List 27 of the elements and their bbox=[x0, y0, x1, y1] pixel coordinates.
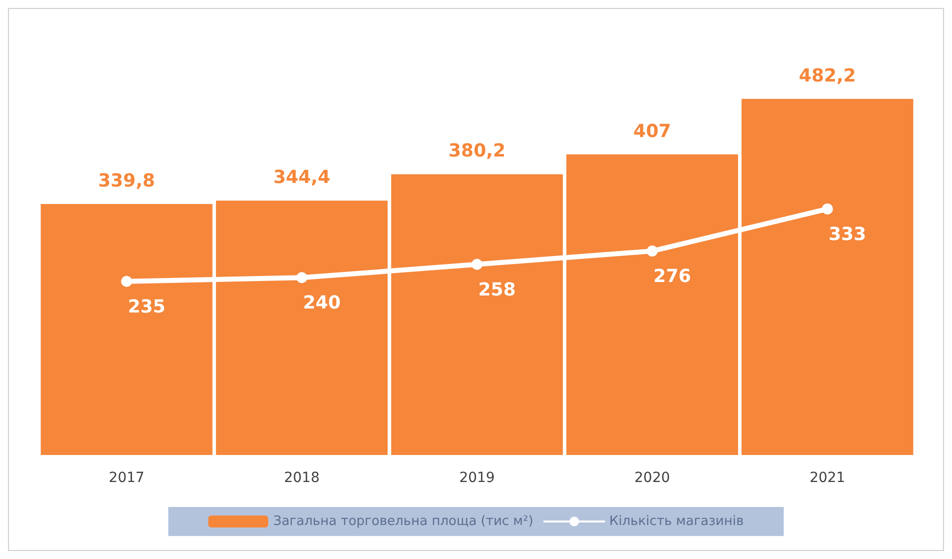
bar bbox=[391, 174, 563, 455]
point bbox=[121, 276, 132, 287]
data-label: 344,4 bbox=[273, 167, 330, 188]
bar bbox=[216, 200, 388, 455]
legend-label: Кількість магазинів bbox=[609, 514, 744, 529]
data-label: 240 bbox=[303, 292, 341, 314]
point bbox=[822, 203, 833, 214]
data-label: 380,2 bbox=[448, 140, 506, 162]
x-tick-label: 2019 bbox=[459, 470, 495, 486]
data-label: 235 bbox=[128, 296, 166, 318]
legend-label: Загальна торговельна площа (тис м²) bbox=[273, 514, 534, 529]
point bbox=[296, 272, 308, 284]
x-tick-label: 2018 bbox=[284, 470, 320, 486]
data-label: 482,2 bbox=[798, 65, 856, 86]
bar bbox=[566, 154, 738, 455]
bar bbox=[742, 98, 914, 455]
x-tick-label: 2017 bbox=[108, 470, 144, 486]
bar bbox=[40, 204, 212, 455]
data-label: 276 bbox=[653, 266, 691, 288]
x-tick-label: 2020 bbox=[634, 470, 670, 486]
data-label: 407 bbox=[633, 120, 671, 142]
data-label: 258 bbox=[478, 279, 516, 300]
data-label: 339,8 bbox=[98, 170, 156, 192]
point bbox=[472, 258, 482, 270]
point bbox=[646, 246, 658, 257]
x-tick-label: 2021 bbox=[810, 470, 846, 486]
data-label: 333 bbox=[828, 224, 866, 245]
